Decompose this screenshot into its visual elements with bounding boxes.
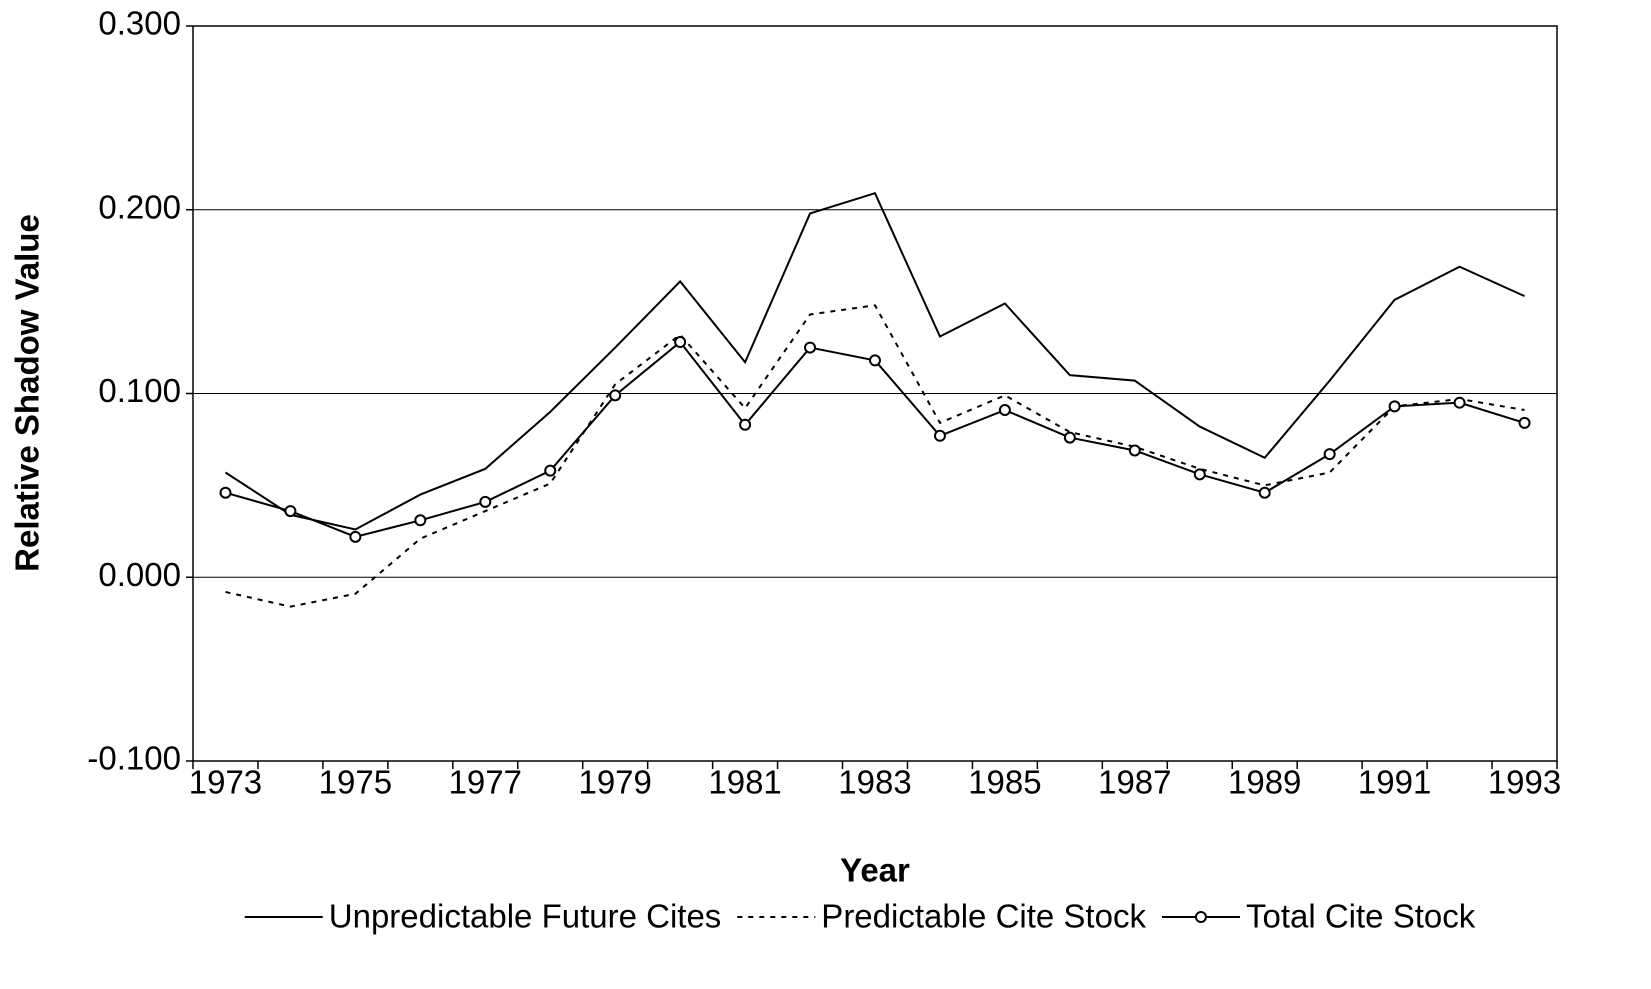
x-tick-label: 1975 bbox=[319, 764, 392, 801]
legend: Unpredictable Future Cites Predictable Ci… bbox=[244, 898, 1476, 935]
x-tick-label: 1987 bbox=[1098, 764, 1171, 801]
y-tick-label: 0.200 bbox=[98, 188, 181, 225]
data-point bbox=[1063, 431, 1076, 444]
data-point bbox=[804, 341, 817, 354]
y-tick-label: 0.300 bbox=[98, 5, 181, 42]
x-axis-label: Year bbox=[840, 852, 910, 889]
data-point bbox=[284, 505, 297, 518]
y-tick-label: -0.100 bbox=[87, 740, 181, 777]
data-point bbox=[739, 418, 752, 431]
legend-marker bbox=[1194, 911, 1207, 923]
data-point bbox=[219, 486, 232, 499]
data-point bbox=[1518, 416, 1531, 429]
y-tick-label: 0.100 bbox=[98, 372, 181, 409]
data-point bbox=[1388, 400, 1401, 413]
x-tick-label: 1981 bbox=[708, 764, 781, 801]
legend-label: Total Cite Stock bbox=[1246, 898, 1476, 935]
x-tick-label: 1973 bbox=[189, 764, 262, 801]
plot-frame bbox=[192, 25, 1558, 762]
y-axis-label: Relative Shadow Value bbox=[9, 214, 46, 572]
x-tick-label: 1993 bbox=[1488, 764, 1561, 801]
series-line bbox=[225, 340, 1525, 538]
x-tick-label: 1991 bbox=[1358, 764, 1431, 801]
x-tick-label: 1985 bbox=[968, 764, 1041, 801]
x-tick-label: 1983 bbox=[838, 764, 911, 801]
y-tick-label: 0.000 bbox=[98, 556, 181, 593]
data-point bbox=[1323, 448, 1336, 461]
x-tick-label: 1979 bbox=[578, 764, 651, 801]
data-point bbox=[1258, 486, 1271, 499]
series-line bbox=[225, 304, 1525, 608]
data-point bbox=[674, 336, 687, 349]
data-point bbox=[414, 514, 427, 527]
data-point bbox=[349, 530, 362, 543]
x-tick-label: 1977 bbox=[449, 764, 522, 801]
x-tick-label: 1989 bbox=[1228, 764, 1301, 801]
data-point bbox=[998, 404, 1011, 417]
data-point bbox=[479, 495, 492, 508]
data-point bbox=[1128, 444, 1141, 457]
data-point bbox=[869, 354, 881, 367]
data-point bbox=[544, 464, 557, 477]
series-line bbox=[224, 191, 1525, 531]
data-point bbox=[609, 389, 622, 402]
data-point bbox=[1453, 396, 1466, 409]
data-point bbox=[933, 429, 946, 442]
data-point bbox=[1193, 468, 1206, 481]
legend-label: Unpredictable Future Cites bbox=[329, 898, 722, 935]
legend-label: Predictable Cite Stock bbox=[821, 898, 1146, 935]
